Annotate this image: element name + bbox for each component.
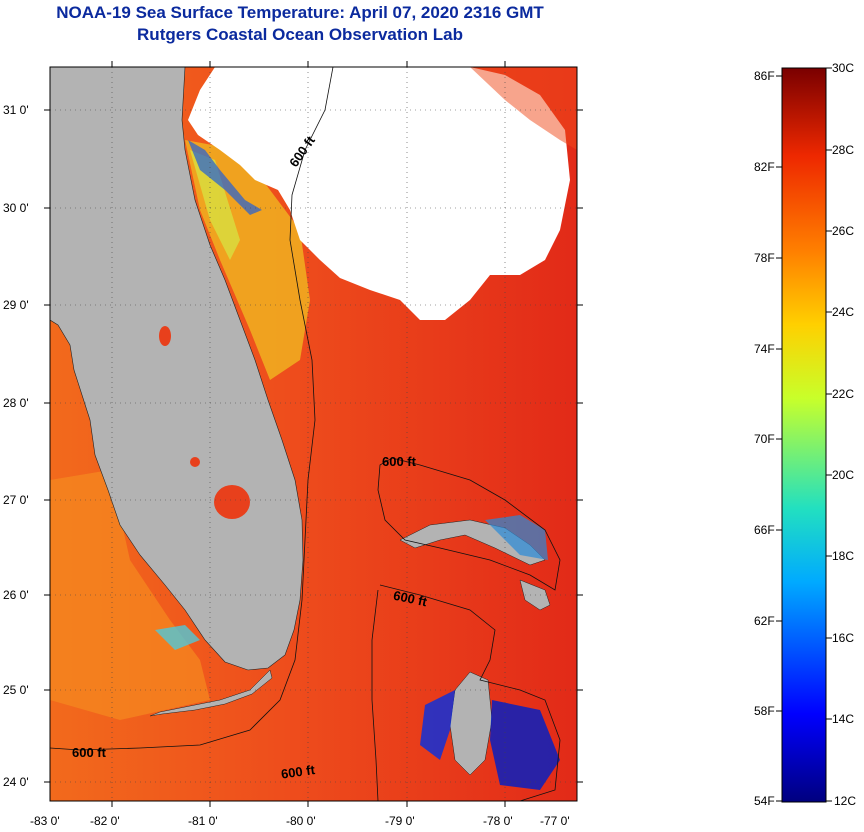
fahrenheit-label: 66F xyxy=(754,523,775,537)
map-title: NOAA-19 Sea Surface Temperature: April 0… xyxy=(56,3,544,22)
cooler-water-patch xyxy=(190,150,240,260)
fahrenheit-label: 82F xyxy=(754,160,775,174)
longitude-label: -83 0' xyxy=(30,814,60,828)
temperature-colorbar: 86F 82F 78F 74F 70F 66F 62F 58F 54F 30C … xyxy=(754,61,856,808)
map-frame xyxy=(49,66,578,802)
celsius-label: 16C xyxy=(832,631,854,645)
florida-land xyxy=(50,67,304,671)
cold-water-patch xyxy=(485,515,548,560)
fahrenheit-label: 62F xyxy=(754,614,775,628)
latitude-label: 29 0' xyxy=(3,298,29,312)
celsius-label: 18C xyxy=(832,549,854,563)
cool-water-patch xyxy=(155,625,200,650)
longitude-label: -77 0' xyxy=(540,814,570,828)
colorbar-ticks xyxy=(776,67,832,802)
celsius-label: 28C xyxy=(832,143,854,157)
contour-label: 600 ft xyxy=(392,588,429,610)
contour-label: 600 ft xyxy=(72,745,107,760)
contour-label: 600 ft xyxy=(280,762,316,782)
fahrenheit-label: 54F xyxy=(754,794,775,808)
celsius-label: 14C xyxy=(832,712,854,726)
florida-keys xyxy=(149,669,273,717)
map-panel: 600 ft 600 ft 600 ft 600 ft 600 ft xyxy=(50,67,577,801)
celsius-label: 22C xyxy=(832,387,854,401)
cloud-edge-cold-patch xyxy=(188,140,262,215)
longitude-label: -81 0' xyxy=(188,814,218,828)
colorbar-gradient xyxy=(781,67,827,803)
inland-lake xyxy=(190,457,200,467)
cold-water-patch xyxy=(490,700,560,790)
latitude-label: 24 0' xyxy=(3,775,29,789)
bathymetry-contours xyxy=(50,67,561,801)
latitude-label: 30 0' xyxy=(3,201,29,215)
longitude-label: -82 0' xyxy=(90,814,120,828)
latitude-label: 25 0' xyxy=(3,683,29,697)
fahrenheit-label: 70F xyxy=(754,432,775,446)
celsius-label: 20C xyxy=(832,468,854,482)
lake-okeechobee xyxy=(214,485,250,519)
map-subtitle: Rutgers Coastal Ocean Observation Lab xyxy=(137,25,463,44)
fahrenheit-label: 58F xyxy=(754,704,775,718)
latitude-label: 31 0' xyxy=(3,103,29,117)
celsius-label: 24C xyxy=(832,305,854,319)
longitude-label: -79 0' xyxy=(385,814,415,828)
celsius-label: 30C xyxy=(832,61,854,75)
andros-island xyxy=(449,671,493,776)
axis-ticks xyxy=(44,61,583,807)
latitude-label: 27 0' xyxy=(3,493,29,507)
celsius-label: 26C xyxy=(832,224,854,238)
cloud-cover xyxy=(188,67,570,320)
longitude-labels: -83 0' -82 0' -81 0' -80 0' -79 0' -78 0… xyxy=(30,814,570,828)
longitude-label: -78 0' xyxy=(483,814,513,828)
fahrenheit-label: 78F xyxy=(754,251,775,265)
longitude-label: -80 0' xyxy=(286,814,316,828)
inland-lake xyxy=(159,326,171,346)
cold-water-patch xyxy=(420,690,455,760)
clear-sea-patch xyxy=(470,67,577,150)
contour-label: 600 ft xyxy=(382,454,417,469)
latitude-labels: 31 0' 30 0' 29 0' 28 0' 27 0' 26 0' 25 0… xyxy=(3,103,29,789)
fahrenheit-label: 74F xyxy=(754,342,775,356)
fahrenheit-label: 86F xyxy=(754,69,775,83)
latitude-label: 26 0' xyxy=(3,588,29,602)
latitude-label: 28 0' xyxy=(3,396,29,410)
celsius-label: 12C xyxy=(834,794,856,808)
